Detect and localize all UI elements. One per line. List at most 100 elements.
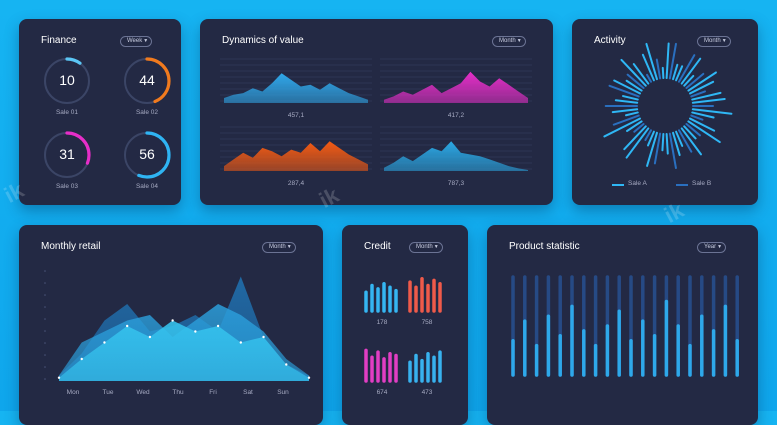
radial-bar <box>653 132 662 165</box>
radial-bar <box>675 130 684 147</box>
legend-swatch-a <box>612 184 624 186</box>
gauge-value: 44 <box>139 72 155 88</box>
radial-bar <box>685 122 701 137</box>
radial-bar <box>672 63 679 81</box>
day-label: Wed <box>136 389 150 396</box>
gauge-label: Sale 04 <box>135 183 159 190</box>
axis-tick <box>44 270 46 272</box>
dynamics-value-1: 457,1 <box>287 112 305 119</box>
credit-value-3: 674 <box>376 389 388 396</box>
gauge-label: Sale 02 <box>135 109 159 116</box>
data-point <box>216 324 220 328</box>
gauge-arc <box>43 57 91 105</box>
legend-label-a: Sale A <box>628 180 647 187</box>
credit-title: Credit <box>364 241 391 252</box>
gauge-ring <box>123 57 171 105</box>
radial-bar <box>623 125 647 151</box>
radial-bar <box>620 58 647 87</box>
radial-bar <box>646 131 658 167</box>
credit-value-1: 178 <box>376 319 388 326</box>
radial-bar <box>665 132 669 155</box>
data-point <box>239 341 243 344</box>
chevron-down-icon: ▼ <box>433 244 439 250</box>
credit-period-dropdown[interactable]: Month ▼ <box>409 242 443 253</box>
radial-bar <box>613 79 641 95</box>
finance-title: Finance <box>41 35 77 46</box>
radial-bar <box>645 73 652 83</box>
data-point <box>194 330 197 333</box>
radial-bar <box>625 111 639 117</box>
axis-tick <box>44 354 46 356</box>
radial-bar <box>655 58 662 80</box>
chevron-down-icon: ▼ <box>286 244 292 250</box>
monthly-period-dropdown[interactable]: Month ▼ <box>262 242 296 253</box>
credit-chart <box>364 276 442 383</box>
monthly-retail-chart <box>44 270 311 381</box>
day-label: Thu <box>172 389 184 396</box>
day-label: Sat <box>243 389 253 396</box>
radial-bar <box>691 91 722 101</box>
radial-bar <box>680 127 703 156</box>
radial-bar <box>687 120 721 144</box>
monthly-retail-card: Monthly retail Month ▼ Mon Tue Wed Thu Fri Sat… <box>19 225 323 425</box>
radial-bar <box>690 114 704 121</box>
credit-value-2: 758 <box>421 319 433 326</box>
dynamics-card: Dynamics of value Month ▼ 457,1 417,2 287… <box>200 19 553 205</box>
gauge-value: 10 <box>59 72 75 88</box>
data-point <box>171 319 174 322</box>
gauge-arc <box>43 131 91 179</box>
radial-bar <box>625 127 650 159</box>
radial-bar <box>661 66 665 80</box>
gauge-ring <box>123 131 171 179</box>
gauge-label: Sale 01 <box>55 109 79 116</box>
dynamics-value-4: 787,3 <box>447 180 465 187</box>
radial-bar <box>665 42 670 80</box>
radial-bar <box>689 117 716 132</box>
area-series <box>384 71 528 103</box>
axis-tick <box>44 366 46 368</box>
radial-bar <box>641 53 655 82</box>
product-period-dropdown[interactable]: Year ▼ <box>697 242 727 253</box>
radial-bar <box>683 74 695 87</box>
radial-bar <box>687 71 717 92</box>
radial-bar <box>690 90 706 98</box>
finance-period-dropdown[interactable]: Week ▼ <box>120 36 153 47</box>
radial-bar <box>680 57 702 85</box>
radial-bar <box>691 111 715 119</box>
area-series <box>384 141 528 171</box>
dynamics-title: Dynamics of value <box>222 35 304 46</box>
chevron-down-icon: ▼ <box>143 38 149 44</box>
axis-tick <box>44 294 46 296</box>
axis-tick <box>44 342 46 344</box>
dynamics-value-2: 417,2 <box>447 112 465 119</box>
product-statistic-card: Product statistic Year ▼ <box>487 225 758 425</box>
activity-card: Activity Month ▼ Sale A Sale B <box>572 19 758 205</box>
dynamics-period-dropdown[interactable]: Month ▼ <box>492 36 526 47</box>
radial-bar <box>691 108 733 115</box>
product-statistic-chart <box>511 275 739 377</box>
gauge-ring <box>43 131 91 179</box>
radial-bar <box>644 129 652 141</box>
data-point <box>125 324 129 328</box>
radial-bar <box>614 99 639 104</box>
data-point <box>103 341 106 344</box>
data-point <box>307 376 311 379</box>
gauge-arc <box>123 131 171 179</box>
radial-bar <box>645 42 658 81</box>
gauge-arc <box>123 57 171 105</box>
legend-label-b: Sale B <box>692 180 712 187</box>
radial-bar <box>603 117 641 138</box>
radial-bar <box>678 129 693 153</box>
data-point <box>148 335 152 339</box>
radial-bar <box>678 54 696 83</box>
axis-tick <box>44 318 46 320</box>
data-point <box>57 376 61 379</box>
day-label: Tue <box>102 389 114 396</box>
axis-tick <box>44 330 46 332</box>
gauge-value: 56 <box>139 146 155 162</box>
gauge-ring <box>43 57 91 105</box>
data-point <box>285 363 288 366</box>
activity-period-dropdown[interactable]: Month ▼ <box>697 36 731 47</box>
activity-radial-chart <box>603 42 733 170</box>
credit-card: Credit Month ▼ 178 758 674 473 <box>342 225 468 425</box>
